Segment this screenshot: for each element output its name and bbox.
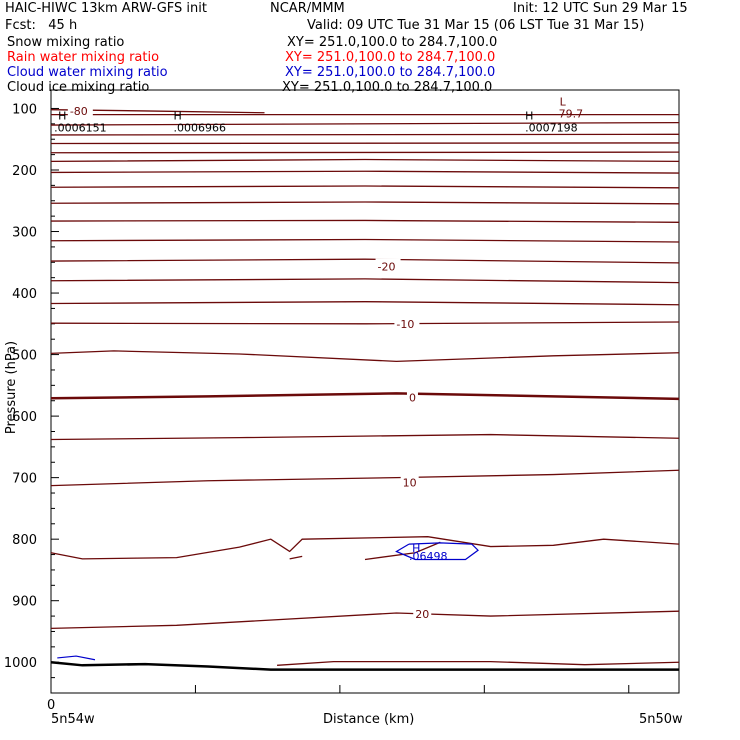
y-tick-label-1000: 1000: [4, 656, 37, 671]
field-name-cloud-ice: Cloud ice mixing ratio: [7, 80, 150, 95]
contour-line-24: [277, 660, 680, 666]
cloud-water-max-value: .06498: [409, 550, 448, 563]
field-name-cloud-water: Cloud water mixing ratio: [7, 65, 168, 80]
cloud-water-outline: [395, 542, 479, 561]
x-end-label: 5n50w: [639, 712, 683, 727]
plot-title: HAIC-HIWC 13km ARW-GFS init: [5, 1, 207, 16]
contour-line-7: [50, 170, 680, 174]
contour-line-4: [50, 142, 680, 145]
y-tick-label-100: 100: [12, 102, 37, 117]
field-xy-rain: XY= 251.0,100.0 to 284.7,100.0: [285, 50, 496, 65]
temperature-contours: [50, 109, 680, 666]
cloud-water-contour: H.06498: [57, 542, 479, 661]
contour-label-20: 20: [415, 608, 429, 621]
cloud-water-max-marker: H: [412, 542, 420, 555]
extremum-marker-0: H: [58, 110, 66, 123]
contour-line-3: [50, 133, 680, 136]
field-name-snow: Snow mixing ratio: [7, 35, 125, 50]
contour-line-16: [50, 350, 680, 363]
contour-line-11: [50, 238, 680, 243]
contour-label-10: 10: [403, 477, 417, 490]
y-tick-label-500: 500: [12, 349, 37, 364]
contour-line-17: [50, 392, 680, 401]
contour-line-8: [50, 185, 680, 189]
contour-label-0: 0: [409, 392, 416, 405]
contour-line-18: [50, 433, 680, 441]
extremum-value-3: -79.7: [555, 107, 583, 120]
field-xy-cloud-water: XY= 251.0,100.0 to 284.7,100.0: [285, 65, 496, 80]
extremum-marker-1: H: [173, 110, 181, 123]
contour-line-22: [364, 541, 441, 561]
contour-label-bg: [67, 102, 93, 117]
y-tick-label-600: 600: [12, 410, 37, 425]
contour-label-bg: [394, 315, 420, 330]
contour-label-bg: [400, 474, 419, 489]
y-tick-label-900: 900: [12, 595, 37, 610]
contour-line-6: [50, 158, 680, 163]
y-tick-label-700: 700: [12, 472, 37, 487]
contour-line-10: [50, 219, 680, 223]
plot-frame: [50, 89, 680, 694]
contour-labels: -80 -20 -10 0 10 20: [67, 102, 432, 621]
contour-label-bg: [406, 389, 418, 404]
extremum-marker-2: H: [525, 110, 533, 123]
cloud-water-small-outline: [57, 655, 96, 661]
extremum-value-0: .0006151: [54, 122, 107, 135]
organization-label: NCAR/MMM: [270, 1, 345, 16]
x-axis-title: Distance (km): [323, 712, 415, 727]
field-xy-cloud-ice: XY= 251.0,100.0 to 284.7,100.0: [282, 80, 493, 95]
contour-line-20: [50, 536, 680, 560]
x-axis: [50, 685, 630, 693]
extremum-value-1: .0006966: [173, 122, 226, 135]
contour-line-14: [50, 301, 680, 306]
init-time: Init: 12 UTC Sun 29 Mar 15: [513, 1, 688, 16]
contour-line-2: [50, 121, 680, 126]
y-tick-label-400: 400: [12, 287, 37, 302]
contour-line-19: [50, 469, 680, 487]
forecast-hour: Fcst: 45 h: [5, 18, 78, 33]
contour-label--20: -20: [378, 261, 396, 274]
contour-line-12: [50, 258, 680, 264]
contour-line-9: [50, 201, 680, 205]
contour-label--80: -80: [70, 105, 88, 118]
contour-line-13: [50, 278, 680, 284]
x-start-label: 5n54w: [51, 712, 95, 727]
field-xy-snow: XY= 251.0,100.0 to 284.7,100.0: [287, 35, 498, 50]
y-tick-label-800: 800: [12, 533, 37, 548]
contour-line-23: [50, 610, 680, 630]
x-tick-label-0: 0: [47, 698, 56, 713]
surface-line: [50, 660, 679, 671]
contour-line-15: [50, 321, 680, 325]
contour-line-21: [289, 555, 303, 560]
valid-time: Valid: 09 UTC Tue 31 Mar 15 (06 LST Tue …: [307, 18, 645, 33]
surface-polyline: [50, 660, 679, 671]
extremum-marker-3: L: [560, 95, 567, 108]
y-tick-label-300: 300: [12, 226, 37, 241]
contour-line-5: [50, 151, 680, 154]
contour-label-bg: [413, 606, 432, 621]
extremum-value-2: .0007198: [525, 122, 578, 135]
y-tick-label-200: 200: [12, 164, 37, 179]
y-axis-title: Pressure (hPa): [4, 340, 20, 435]
contour-label-bg: [375, 258, 401, 273]
field-name-rain: Rain water mixing ratio: [7, 50, 160, 65]
contour-label--10: -10: [396, 318, 414, 331]
